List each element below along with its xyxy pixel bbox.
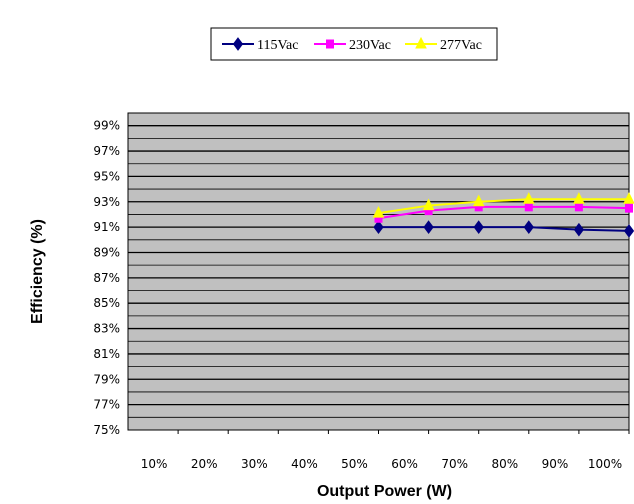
x-tick-label: 70% bbox=[441, 457, 468, 471]
x-tick-label: 30% bbox=[241, 457, 268, 471]
grid-lines bbox=[128, 125, 629, 418]
data-point bbox=[574, 202, 583, 212]
y-tick-label: 93% bbox=[93, 195, 120, 209]
data-point bbox=[523, 220, 534, 234]
y-tick-label: 95% bbox=[93, 169, 120, 183]
series-230Vac bbox=[374, 202, 633, 223]
y-tick-label: 83% bbox=[93, 322, 120, 336]
data-point bbox=[422, 198, 435, 211]
x-tick-label: 40% bbox=[291, 457, 318, 471]
y-tick-label: 75% bbox=[93, 423, 120, 437]
legend-entry: 230Vac bbox=[314, 38, 391, 53]
data-point bbox=[522, 192, 535, 204]
x-tick-label: 80% bbox=[491, 457, 518, 471]
legend-entry: 115Vac bbox=[222, 37, 298, 53]
x-tick-label: 50% bbox=[341, 457, 368, 471]
legend-entry: 277Vac bbox=[405, 36, 482, 53]
y-tick-label: 89% bbox=[93, 245, 120, 259]
legend-label: 230Vac bbox=[349, 38, 391, 53]
x-axis-ticks: 10% 20% 30% 40% 50% 60% 70% 80% 90% 100% bbox=[141, 430, 630, 471]
series-line bbox=[378, 226, 630, 232]
x-tick-label: 20% bbox=[191, 457, 218, 471]
y-tick-label: 91% bbox=[93, 220, 120, 234]
data-point bbox=[625, 203, 633, 213]
y-tick-label: 77% bbox=[93, 398, 120, 412]
plot-area bbox=[128, 113, 629, 430]
legend: 115Vac 230Vac 277Vac bbox=[210, 27, 498, 61]
data-point bbox=[573, 192, 585, 204]
x-tick-label: 60% bbox=[391, 457, 418, 471]
data-point bbox=[623, 224, 634, 238]
y-tick-label: 87% bbox=[93, 271, 120, 285]
legend-box bbox=[210, 27, 498, 61]
legend-marker bbox=[326, 39, 334, 49]
legend-label: 115Vac bbox=[257, 38, 298, 53]
x-axis-title: Output Power (W) bbox=[317, 483, 452, 500]
series-277Vac bbox=[372, 192, 634, 218]
x-tick-label: 90% bbox=[542, 457, 569, 471]
series-line bbox=[378, 198, 629, 215]
series-group bbox=[372, 192, 634, 238]
data-point bbox=[573, 222, 585, 237]
data-point bbox=[372, 206, 385, 218]
x-tick-label: 10% bbox=[141, 457, 168, 471]
y-tick-label: 79% bbox=[93, 372, 120, 386]
y-tick-label: 85% bbox=[93, 296, 120, 310]
y-axis-title: Efficiency (%) bbox=[29, 219, 46, 324]
legend-marker bbox=[415, 36, 427, 49]
series-line bbox=[378, 205, 630, 220]
data-point bbox=[473, 220, 484, 234]
data-point bbox=[524, 202, 533, 212]
data-point bbox=[423, 220, 434, 234]
y-tick-label: 81% bbox=[93, 347, 120, 361]
y-tick-label: 97% bbox=[93, 144, 120, 158]
data-point bbox=[623, 192, 634, 204]
data-point bbox=[472, 194, 485, 207]
y-axis-ticks: 75% 77% 79% 81% 83% 85% 87% 89% 91% 93% 95% 97% 99% bbox=[93, 119, 120, 437]
legend-marker bbox=[232, 37, 244, 51]
series-115Vac bbox=[373, 220, 634, 238]
x-tick-label: 100% bbox=[588, 457, 622, 471]
y-tick-label: 99% bbox=[93, 119, 120, 133]
legend-label: 277Vac bbox=[440, 38, 482, 53]
data-point bbox=[373, 220, 384, 234]
